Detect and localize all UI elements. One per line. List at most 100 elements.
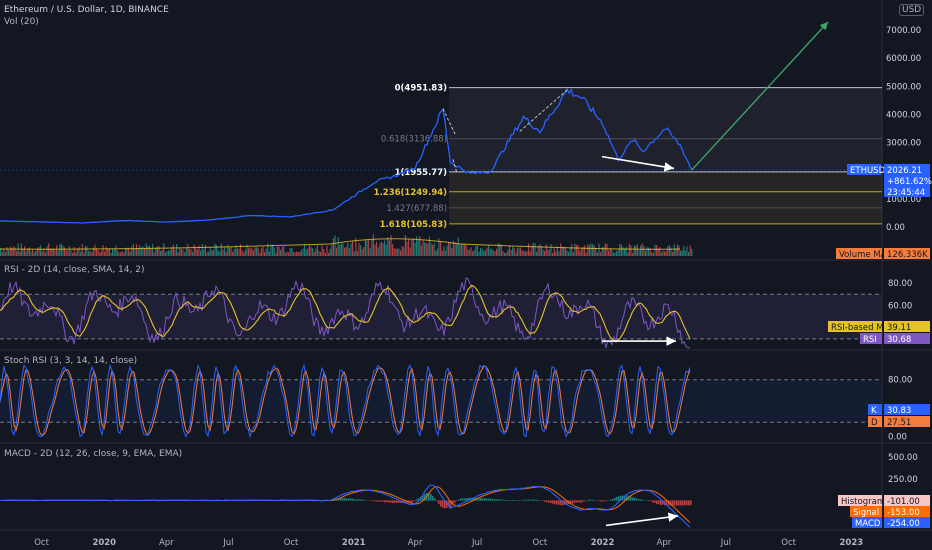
histogram-bar <box>472 497 474 501</box>
histogram-bar <box>542 500 544 501</box>
histogram-bar <box>354 499 356 501</box>
volume-bar <box>366 240 368 256</box>
volume-bar <box>390 235 392 256</box>
stoch-d-value: 27.51 <box>887 418 911 428</box>
volume-bar <box>192 251 194 256</box>
volume-bar <box>622 247 624 256</box>
volume-bar <box>601 247 603 256</box>
histogram-bar <box>388 500 390 503</box>
rsi-ma-value: 39.11 <box>887 323 911 333</box>
volume-bar <box>40 245 42 256</box>
volume-bar <box>126 247 128 256</box>
volume-bar <box>512 246 514 256</box>
time-tick-8: Oct <box>532 538 547 548</box>
rsi-value-bg <box>884 333 930 344</box>
histogram-bar <box>356 499 358 501</box>
histogram-bar <box>680 500 682 506</box>
volume-bar <box>526 250 528 256</box>
volume-bar <box>81 244 83 256</box>
volume-bar <box>379 243 381 256</box>
histogram-bar <box>498 499 500 501</box>
change-percent-tag-bg <box>884 174 930 186</box>
volume-bar <box>596 252 598 256</box>
volume-bar <box>540 245 542 256</box>
volume-bar <box>489 248 491 256</box>
volume-bar <box>475 245 477 256</box>
volume-bar <box>49 248 51 256</box>
histogram-legend-bg <box>838 495 882 506</box>
volume-bar <box>321 245 323 256</box>
signal-legend: Signal <box>853 508 879 518</box>
histogram-bar <box>340 497 342 501</box>
histogram-bar <box>486 498 488 501</box>
stoch-k-legend: K <box>871 406 877 416</box>
volume-bar <box>11 248 13 256</box>
volume-bar <box>134 248 136 256</box>
volume-bar <box>251 248 253 256</box>
pattern-dash-2 <box>452 159 458 173</box>
volume-bar <box>438 238 440 256</box>
projection-arrow <box>691 21 829 171</box>
volume-bar <box>476 245 478 256</box>
histogram-bar <box>592 499 594 501</box>
histogram-value: -101.00 <box>887 497 920 507</box>
volume-bar <box>353 251 355 256</box>
histogram-bar <box>414 500 416 502</box>
volume-bar <box>552 252 554 256</box>
histogram-bar <box>640 499 642 501</box>
time-tick-2: Apr <box>159 538 174 548</box>
histogram-bar <box>574 500 576 503</box>
currency-button[interactable]: USD <box>899 4 925 16</box>
volume-bar <box>68 246 70 256</box>
price-tick-7: 6000.00 <box>886 54 921 64</box>
histogram-bar <box>580 500 582 503</box>
volume-bar <box>432 244 434 256</box>
volume-bar <box>252 250 254 256</box>
volume-bar <box>339 245 341 256</box>
volume-bar <box>577 245 579 256</box>
macd-legend-bg <box>852 517 882 528</box>
histogram-bar <box>616 496 618 501</box>
volume-bar <box>32 249 34 256</box>
volume-bar <box>22 248 24 256</box>
volume-bar <box>424 242 426 256</box>
volume-bar <box>326 245 328 256</box>
rsi-title: RSI - 2D (14, close, SMA, 14, 2) <box>4 265 145 275</box>
volume-bar <box>313 251 315 256</box>
volume-bar <box>579 250 581 256</box>
volume-bar <box>246 244 248 256</box>
volume-bar <box>152 244 154 256</box>
volume-bar <box>17 243 19 256</box>
volume-bar <box>566 250 568 256</box>
volume-ma-label-bg <box>836 248 882 259</box>
volume-bar <box>89 251 91 256</box>
volume-bar <box>112 248 114 256</box>
volume-bar <box>604 243 606 256</box>
macd-signal-line <box>0 486 691 523</box>
volume-bar <box>404 235 406 256</box>
volume-bar <box>156 246 158 256</box>
volume-bar <box>513 248 515 256</box>
chart-title: Ethereum / U.S. Dollar, 1D, BINANCE <box>4 5 169 15</box>
volume-bar <box>30 251 32 256</box>
volume-bar <box>587 244 589 256</box>
volume-bar <box>92 247 94 256</box>
histogram-bar <box>660 500 662 505</box>
histogram-bar <box>534 499 536 501</box>
volume-bar <box>83 252 85 256</box>
change-percent-tag: +861.62% <box>887 177 932 187</box>
rsi-value: 30.68 <box>887 335 911 345</box>
volume-bar <box>436 248 438 256</box>
rsi-ma-legend: RSI-based MA <box>831 323 890 333</box>
volume-bar <box>59 244 61 256</box>
volume-bar <box>633 245 635 256</box>
price-tick-4: 3000.00 <box>886 139 921 149</box>
histogram-bar <box>656 500 658 505</box>
volume-bar <box>43 248 45 256</box>
volume-bar <box>617 249 619 256</box>
histogram-bar <box>554 500 556 505</box>
volume-bar <box>267 243 269 256</box>
volume-bar <box>688 251 690 256</box>
histogram-bar <box>690 500 692 506</box>
